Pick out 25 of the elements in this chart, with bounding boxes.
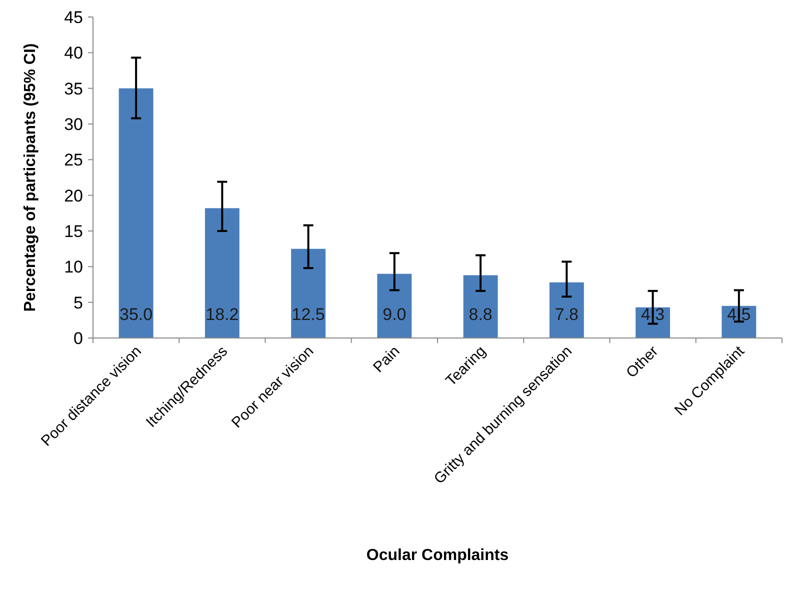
y-axis-title: Percentage of participants (95% CI) bbox=[22, 43, 39, 312]
y-tick-label: 25 bbox=[64, 150, 83, 170]
y-tick-label: 30 bbox=[64, 114, 83, 134]
bar bbox=[377, 274, 412, 338]
bar bbox=[291, 248, 326, 338]
data-label: 18.2 bbox=[206, 305, 239, 324]
y-tick-label: 45 bbox=[64, 8, 83, 27]
bar bbox=[204, 208, 240, 338]
y-tick-label: 10 bbox=[64, 258, 83, 277]
data-label: 35.0 bbox=[120, 305, 153, 324]
bar bbox=[463, 275, 498, 338]
x-tick-label: Pain bbox=[370, 342, 404, 376]
data-label: 7.8 bbox=[554, 305, 579, 324]
data-label: 9.0 bbox=[382, 305, 406, 324]
y-tick-label: 15 bbox=[64, 222, 83, 241]
data-label: 12.5 bbox=[292, 305, 325, 324]
bar bbox=[118, 88, 154, 338]
y-tick-label: 5 bbox=[74, 293, 83, 312]
y-tick-label: 0 bbox=[74, 328, 83, 348]
y-tick-label: 40 bbox=[64, 44, 83, 63]
data-label: 8.8 bbox=[468, 305, 492, 324]
y-tick-label: 35 bbox=[64, 79, 83, 98]
y-tick-label: 20 bbox=[64, 186, 83, 206]
x-axis-title: Ocular Complaints bbox=[366, 547, 509, 564]
bar bbox=[549, 282, 584, 338]
